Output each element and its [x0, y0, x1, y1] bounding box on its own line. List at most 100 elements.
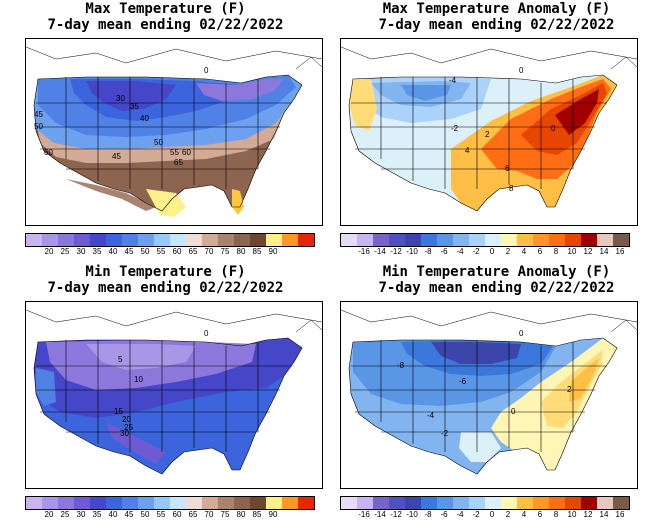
color-swatch — [234, 497, 250, 509]
contour-label: 45 — [112, 152, 121, 161]
contour-label: 0 — [204, 66, 209, 75]
tick-label: 14 — [599, 247, 609, 256]
contour-label: 65 — [174, 158, 183, 167]
tick-label: -12 — [390, 510, 402, 519]
contour-label: 15 — [114, 407, 123, 416]
tick-label: 0 — [489, 247, 495, 256]
color-swatch — [26, 497, 42, 509]
panel-title: Max Temperature Anomaly (F) — [382, 1, 611, 17]
colorbar-anomaly — [340, 233, 630, 247]
contour-label: -2 — [451, 124, 459, 133]
tick-label: 70 — [204, 247, 214, 256]
color-swatch — [58, 234, 74, 246]
tick-label: 6 — [537, 510, 543, 519]
color-swatch — [122, 497, 138, 509]
tick-label: 60 — [172, 247, 182, 256]
colorbar-anomaly — [340, 496, 630, 510]
color-swatch — [533, 234, 549, 246]
tick-label: -14 — [374, 510, 386, 519]
tick-label: -16 — [358, 510, 370, 519]
color-swatch — [298, 497, 314, 509]
tick-label: 35 — [92, 510, 102, 519]
tick-label: 75 — [220, 247, 230, 256]
tick-label: 25 — [60, 510, 70, 519]
color-swatch — [597, 497, 613, 509]
color-swatch — [186, 497, 202, 509]
tick-label: 65 — [188, 510, 198, 519]
contour-label: 25 — [124, 423, 133, 432]
contour-label: 50 — [34, 122, 43, 131]
color-swatch — [453, 234, 469, 246]
colorbar-ticks: -16 -14 -12 -10 -8 -6 -4 -2 0 2 4 6 8 10… — [340, 247, 640, 259]
color-swatch — [138, 497, 154, 509]
tick-label: 55 — [156, 247, 166, 256]
tick-label: 4 — [521, 247, 527, 256]
panel-min-temp-anomaly: Min Temperature Anomaly (F) 7-day mean e… — [331, 263, 662, 526]
color-swatch — [357, 234, 373, 246]
tick-label: 30 — [76, 247, 86, 256]
color-swatch — [42, 497, 58, 509]
color-swatch — [437, 497, 453, 509]
color-swatch — [517, 497, 533, 509]
tick-label: 70 — [204, 510, 214, 519]
contour-label: 0 — [511, 407, 516, 416]
contour-label: 20 — [122, 415, 131, 424]
tick-label: -2 — [472, 247, 480, 256]
color-swatch — [202, 497, 218, 509]
color-swatch — [389, 497, 405, 509]
map-min-temp: 5 10 15 20 25 30 0 — [25, 301, 323, 489]
tick-label: 90 — [268, 510, 278, 519]
contour-label: 45 — [34, 110, 43, 119]
contour-label: 0 — [519, 329, 524, 338]
contour-label: 30 — [120, 429, 129, 438]
color-swatch — [154, 234, 170, 246]
contour-label: 5 — [118, 355, 123, 364]
tick-label: -8 — [424, 247, 432, 256]
color-swatch — [613, 234, 629, 246]
panel-title: Min Temperature (F) — [85, 264, 246, 280]
tick-label: 16 — [615, 510, 625, 519]
color-swatch — [122, 234, 138, 246]
tick-label: 4 — [521, 510, 527, 519]
color-swatch — [485, 234, 501, 246]
tick-label: 30 — [76, 510, 86, 519]
contour-label: -4 — [449, 76, 457, 85]
color-swatch — [186, 234, 202, 246]
tick-label: 35 — [92, 247, 102, 256]
color-swatch — [437, 234, 453, 246]
panel-max-temp: Max Temperature (F) 7-day mean ending 02… — [0, 0, 331, 263]
tick-label: 80 — [236, 510, 246, 519]
tick-label: 16 — [615, 247, 625, 256]
contour-label: 60 — [182, 148, 191, 157]
tick-label: -2 — [472, 510, 480, 519]
contour-label: 40 — [140, 114, 149, 123]
color-swatch — [469, 497, 485, 509]
color-swatch — [405, 234, 421, 246]
contour-label: 50 — [154, 138, 163, 147]
color-swatch — [549, 497, 565, 509]
contour-label: -6 — [459, 377, 467, 386]
tick-label: -6 — [440, 510, 448, 519]
tick-label: 2 — [505, 510, 511, 519]
tick-label: 40 — [108, 247, 118, 256]
color-swatch — [218, 497, 234, 509]
tick-label: -16 — [358, 247, 370, 256]
color-swatch — [373, 497, 389, 509]
color-swatch — [202, 234, 218, 246]
tick-label: -10 — [406, 247, 418, 256]
color-swatch — [469, 234, 485, 246]
contour-label: 0 — [204, 329, 209, 338]
color-swatch — [501, 234, 517, 246]
color-swatch — [501, 497, 517, 509]
contour-label: 4 — [465, 146, 470, 155]
color-swatch — [250, 497, 266, 509]
color-swatch — [405, 497, 421, 509]
color-swatch — [282, 234, 298, 246]
tick-label: 20 — [44, 510, 54, 519]
tick-label: 6 — [537, 247, 543, 256]
contour-label: 10 — [134, 375, 143, 384]
color-swatch — [453, 497, 469, 509]
tick-label: -12 — [390, 247, 402, 256]
tick-label: 2 — [505, 247, 511, 256]
color-swatch — [565, 234, 581, 246]
